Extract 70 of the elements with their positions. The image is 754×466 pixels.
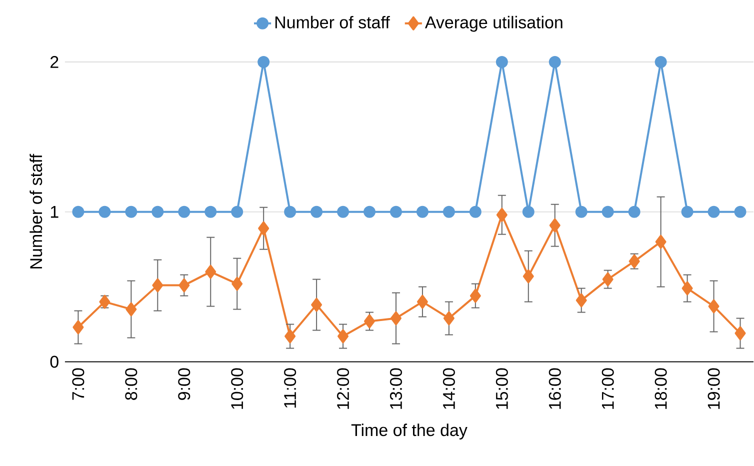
point <box>575 206 588 218</box>
x-tick-label: 8:00 <box>125 368 138 400</box>
point <box>126 302 137 316</box>
point <box>496 56 508 68</box>
point <box>628 206 640 218</box>
point <box>364 206 376 218</box>
point <box>232 276 243 291</box>
x-tick-label: 14:00 <box>442 368 455 409</box>
point <box>337 206 350 218</box>
legend-label: Number of staff <box>275 16 390 29</box>
x-tick-label: 16:00 <box>548 368 561 409</box>
point <box>152 206 164 218</box>
point <box>284 206 296 218</box>
point <box>442 206 455 218</box>
point <box>470 288 481 303</box>
point <box>390 311 402 326</box>
point <box>310 206 323 218</box>
point <box>548 56 561 68</box>
x-tick-label: 18:00 <box>654 368 667 409</box>
point <box>125 206 138 218</box>
x-tick-label: 10:00 <box>231 368 244 409</box>
legend-label: Average utilisation <box>424 16 562 32</box>
y-tick-label: 2 <box>50 56 58 68</box>
point <box>72 206 84 218</box>
x-tick-label: 12:00 <box>337 368 350 409</box>
x-axis-title: Time of the day <box>351 424 468 440</box>
point <box>469 206 482 218</box>
point <box>549 218 560 232</box>
x-tick-label: 17:00 <box>602 368 614 409</box>
point <box>284 329 296 344</box>
point <box>98 206 111 218</box>
x-tick-label: 13:00 <box>390 368 402 409</box>
point <box>576 293 587 308</box>
point <box>178 278 190 292</box>
point <box>734 206 746 218</box>
point <box>231 206 244 218</box>
x-tick-label: 9:00 <box>178 368 190 400</box>
point <box>311 298 322 312</box>
x-tick-label: 7:00 <box>72 368 84 400</box>
point <box>416 206 428 218</box>
x-tick-label: 19:00 <box>708 368 720 409</box>
point <box>204 206 217 218</box>
point <box>522 206 534 218</box>
point <box>655 234 666 249</box>
x-tick-label: 15:00 <box>496 368 508 409</box>
point <box>258 56 270 68</box>
point <box>205 264 216 279</box>
x-tick-label: 11:00 <box>284 368 296 408</box>
point <box>338 329 349 344</box>
point <box>522 269 534 284</box>
point <box>681 206 694 218</box>
point <box>734 326 746 340</box>
point <box>602 272 614 286</box>
point <box>682 281 693 296</box>
point <box>258 222 270 236</box>
point <box>416 294 428 309</box>
point <box>708 206 720 218</box>
point <box>364 314 376 328</box>
point <box>152 278 164 292</box>
y-tick-label: 1 <box>50 206 58 218</box>
point <box>178 206 190 218</box>
point <box>443 311 454 326</box>
point <box>72 320 84 334</box>
y-axis-title: Number of staff <box>30 154 42 269</box>
point <box>496 208 508 222</box>
y-tick-label: 0 <box>50 356 58 368</box>
point <box>390 206 402 218</box>
point <box>654 56 667 68</box>
point <box>708 299 720 314</box>
point <box>602 206 614 218</box>
